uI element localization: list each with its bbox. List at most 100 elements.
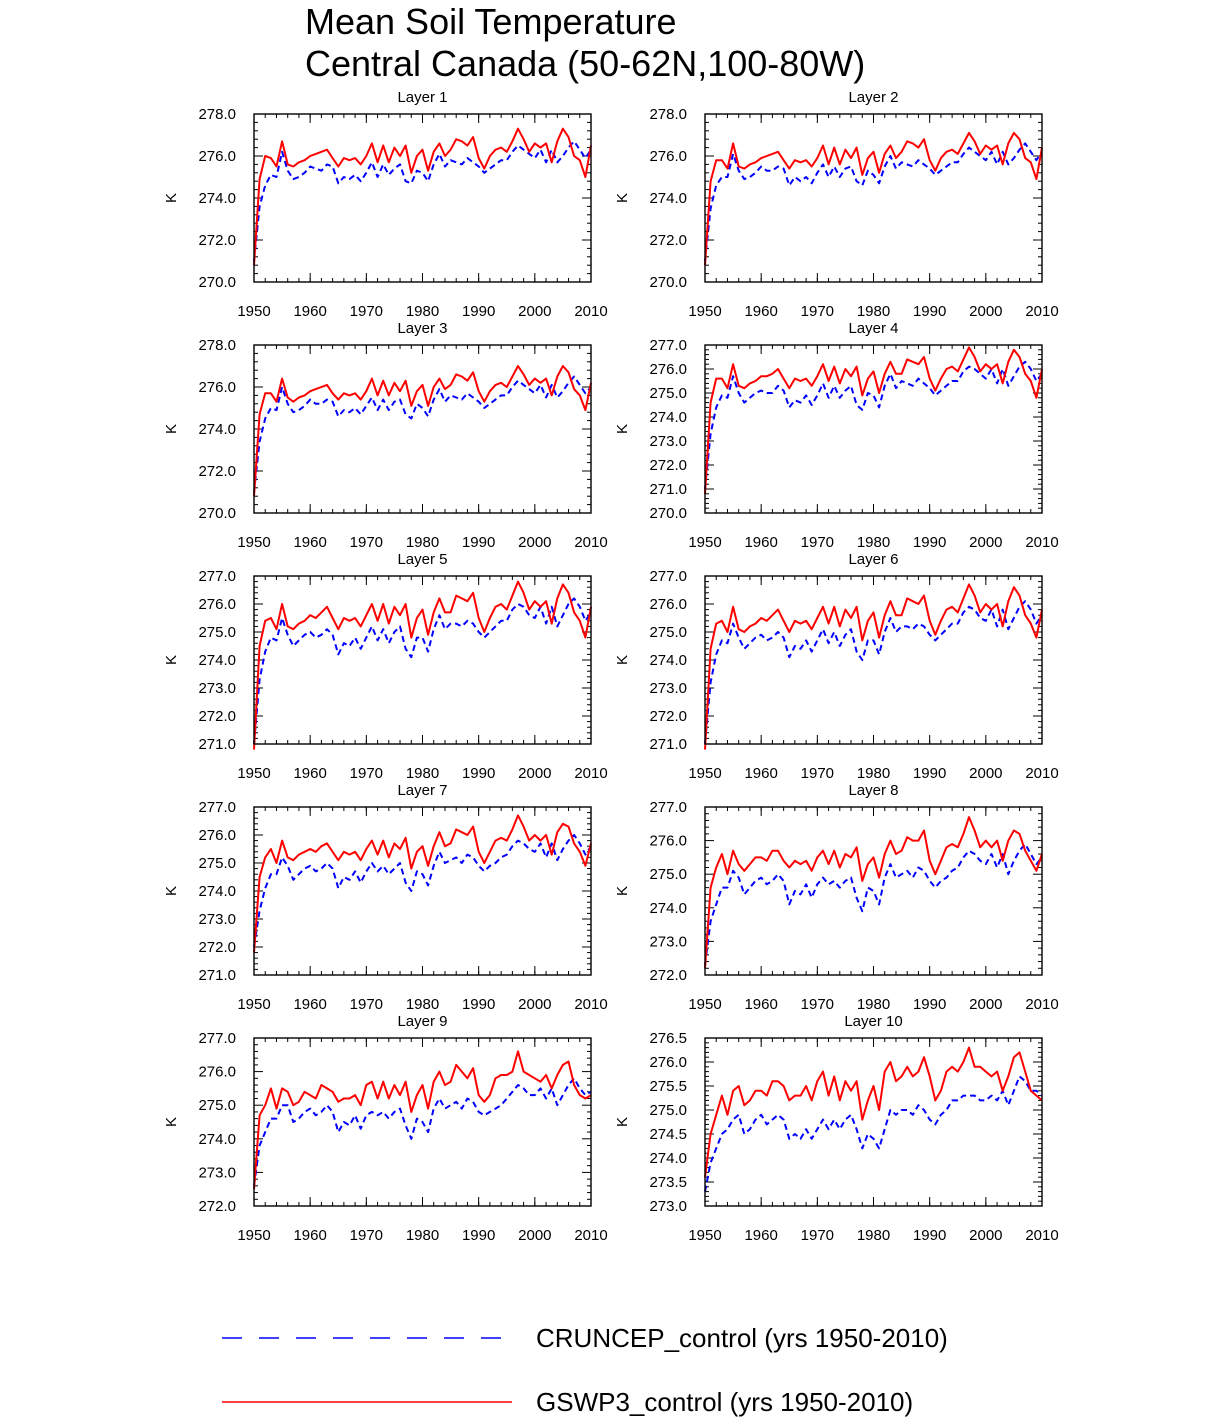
y-tick-label: 272.0	[649, 457, 687, 474]
y-tick-label: 274.0	[649, 1150, 687, 1167]
x-tick-label: 2010	[574, 534, 607, 551]
y-tick-label: 270.0	[198, 274, 236, 291]
legend-label-gswp3: GSWP3_control (yrs 1950-2010)	[536, 1387, 914, 1417]
panel-layer-9: Layer 9 K 1950 1960 1970 1980 1990 2000 2010 272.…	[163, 1013, 608, 1244]
x-tick-label: 2010	[574, 765, 607, 782]
y-tick-label: 275.0	[649, 385, 687, 402]
y-tick-label: 275.0	[649, 866, 687, 883]
x-tick-label: 2000	[518, 303, 551, 320]
x-tick-label: 1970	[350, 996, 383, 1013]
series-line-cruncep	[253, 1077, 592, 1186]
y-tick-label: 274.0	[198, 1131, 236, 1148]
panel-layer-5: Layer 5 K 1950 1960 1970 1980 1990 2000 2010 271.…	[163, 551, 608, 782]
series-line-gswp3	[704, 816, 1043, 969]
x-tick-label: 2010	[574, 996, 607, 1013]
series-line-gswp3	[253, 365, 592, 497]
series-line-cruncep	[704, 600, 1043, 745]
plot-frame	[253, 344, 592, 514]
x-tick-label: 2000	[969, 765, 1002, 782]
plot-frame	[704, 113, 1043, 283]
panel-title: Layer 4	[848, 320, 898, 337]
plot-frame	[253, 575, 592, 745]
y-tick-label: 272.0	[198, 232, 236, 249]
panel-title: Layer 5	[397, 551, 447, 568]
panel-layer-2: Layer 2 K 1950 1960 1970 1980 1990 2000 2010 270.…	[614, 89, 1059, 320]
series-line-gswp3	[704, 131, 1043, 266]
y-tick-label: 277.0	[198, 568, 236, 585]
plot-frame	[704, 806, 1043, 976]
figure-title-line-1: Mean Soil Temperature	[305, 1, 677, 42]
y-tick-label: 274.0	[649, 190, 687, 207]
series-line-gswp3	[704, 1046, 1043, 1178]
series-line-cruncep	[253, 597, 592, 745]
series-line-gswp3	[704, 346, 1043, 494]
x-tick-label: 2000	[969, 534, 1002, 551]
x-tick-label: 2010	[1025, 1227, 1058, 1244]
x-tick-label: 1970	[350, 1227, 383, 1244]
y-tick-label: 274.0	[198, 652, 236, 669]
y-tick-label: 273.0	[198, 680, 236, 697]
panel-layer-8: Layer 8 K 1950 1960 1970 1980 1990 2000 2010 272.…	[614, 782, 1059, 1013]
y-tick-label: 270.0	[649, 505, 687, 522]
y-tick-label: 273.0	[649, 933, 687, 950]
y-tick-label: 275.0	[649, 1102, 687, 1119]
x-tick-label: 1950	[237, 996, 270, 1013]
y-tick-label: 277.0	[649, 568, 687, 585]
x-tick-label: 2000	[518, 1227, 551, 1244]
x-tick-label: 1960	[744, 996, 777, 1013]
panel-title: Layer 2	[848, 89, 898, 106]
y-axis-label: K	[614, 424, 631, 434]
y-tick-label: 272.0	[198, 1198, 236, 1215]
x-tick-label: 2000	[518, 765, 551, 782]
panel-title: Layer 1	[397, 89, 447, 106]
x-tick-label: 1950	[688, 1227, 721, 1244]
y-tick-label: 270.0	[649, 274, 687, 291]
y-tick-label: 273.0	[649, 680, 687, 697]
plot-frame	[704, 575, 1043, 745]
y-tick-label: 274.0	[198, 421, 236, 438]
y-tick-label: 271.0	[198, 736, 236, 753]
y-axis-label: K	[163, 1117, 180, 1127]
x-tick-label: 2010	[1025, 303, 1058, 320]
panel-title: Layer 9	[397, 1013, 447, 1030]
y-tick-label: 276.0	[649, 361, 687, 378]
x-tick-label: 1990	[913, 996, 946, 1013]
x-tick-label: 1990	[462, 303, 495, 320]
y-tick-label: 274.0	[649, 652, 687, 669]
panel-title: Layer 3	[397, 320, 447, 337]
y-tick-label: 276.0	[198, 148, 236, 165]
series-line-cruncep	[253, 834, 592, 948]
y-tick-label: 273.0	[198, 1164, 236, 1181]
x-tick-label: 1950	[688, 303, 721, 320]
panel-layer-4: Layer 4 K 1950 1960 1970 1980 1990 2000 2010 270.…	[614, 320, 1059, 551]
y-tick-label: 278.0	[198, 337, 236, 354]
y-tick-label: 274.0	[649, 409, 687, 426]
panel-layer-6: Layer 6 K 1950 1960 1970 1980 1990 2000 2010 271.…	[614, 551, 1059, 782]
x-tick-label: 1960	[293, 303, 326, 320]
series-line-cruncep	[704, 142, 1043, 262]
figure-title-line-2: Central Canada (50-62N,100-80W)	[305, 43, 866, 84]
x-tick-label: 1970	[350, 765, 383, 782]
y-tick-label: 276.0	[198, 379, 236, 396]
x-tick-label: 1990	[462, 996, 495, 1013]
y-tick-label: 275.0	[198, 624, 236, 641]
x-tick-label: 2000	[969, 996, 1002, 1013]
panel-layer-7: Layer 7 K 1950 1960 1970 1980 1990 2000 2010 271.…	[163, 782, 608, 1013]
panel-layer-3: Layer 3 K 1950 1960 1970 1980 1990 2000 2010 270.…	[163, 320, 608, 551]
x-tick-label: 1990	[462, 765, 495, 782]
y-tick-label: 276.0	[198, 1064, 236, 1081]
x-tick-label: 1960	[744, 765, 777, 782]
x-tick-label: 1980	[857, 996, 890, 1013]
y-axis-label: K	[163, 424, 180, 434]
y-tick-label: 272.0	[649, 232, 687, 249]
x-tick-label: 1980	[857, 303, 890, 320]
x-tick-label: 1950	[237, 1227, 270, 1244]
y-tick-label: 271.0	[649, 736, 687, 753]
panel-title: Layer 8	[848, 782, 898, 799]
x-tick-label: 2010	[1025, 996, 1058, 1013]
y-axis-label: K	[163, 193, 180, 203]
y-tick-label: 274.0	[198, 190, 236, 207]
x-tick-label: 1950	[237, 303, 270, 320]
y-tick-label: 277.0	[649, 337, 687, 354]
x-tick-label: 1990	[913, 1227, 946, 1244]
